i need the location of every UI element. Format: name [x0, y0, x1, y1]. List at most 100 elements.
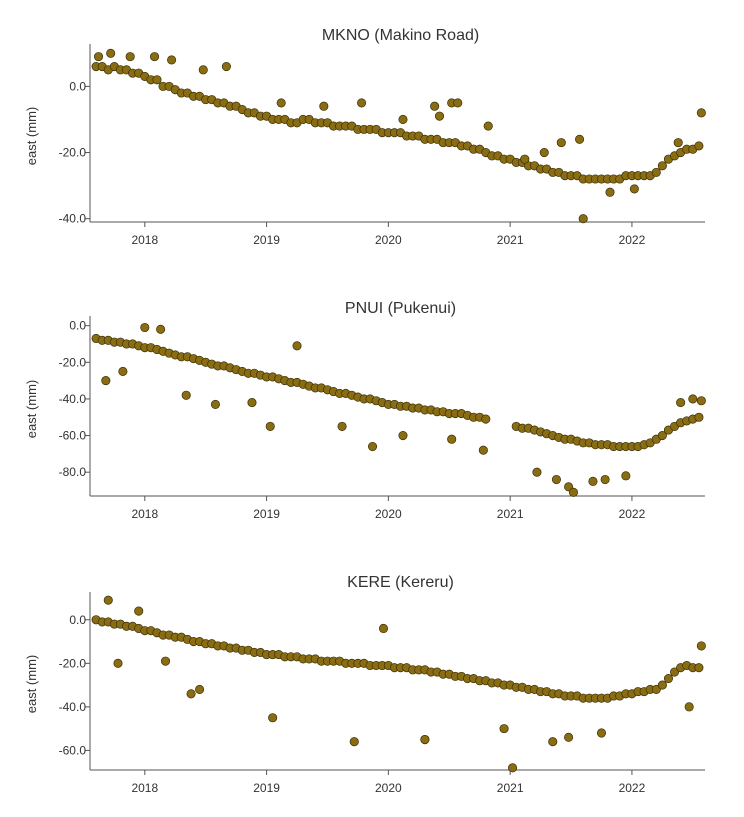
data-point [696, 396, 706, 406]
data-point [319, 101, 329, 111]
x-tick-label: 2019 [253, 507, 280, 521]
x-tick-label: 2022 [619, 507, 646, 521]
data-point [101, 376, 111, 386]
y-axis-label: east (mm) [24, 380, 39, 439]
data-point [149, 52, 160, 62]
chart-panel-0: MKNO (Makino Road) east (mm) 2018 2019 2020 2… [24, 27, 706, 247]
data-point [481, 414, 491, 424]
data-point [696, 108, 706, 118]
data-point [651, 684, 661, 694]
data-point [673, 138, 683, 148]
y-tick-label: 0.0 [69, 613, 86, 627]
y-tick-label: -60.0 [59, 743, 87, 757]
y-tick-label: 0.0 [69, 319, 86, 333]
data-point [398, 431, 408, 441]
data-point [676, 398, 686, 408]
y-tick-label: -60.0 [59, 429, 87, 443]
data-point [596, 728, 607, 738]
chart-title: MKNO (Makino Road) [322, 27, 479, 44]
y-tick-label: -20.0 [59, 355, 87, 369]
data-point [657, 161, 667, 171]
data-point [694, 663, 704, 673]
x-tick-label: 2022 [619, 781, 646, 795]
x-tick-label: 2022 [619, 233, 646, 247]
data-point [265, 421, 275, 431]
x-tick-label: 2020 [375, 781, 402, 795]
data-point [210, 399, 220, 409]
data-point [140, 322, 150, 333]
y-tick-label: -80.0 [59, 465, 87, 479]
data-point [276, 98, 286, 108]
data-point [156, 324, 166, 334]
y-tick-label: -40.0 [59, 212, 87, 226]
chart-panel-2: KERE (Kereru) east (mm) 2018 2019 2020 2021 20… [24, 574, 706, 795]
data-point [600, 474, 610, 485]
data-point [247, 398, 257, 408]
data-point [186, 689, 196, 699]
data-point [167, 55, 177, 65]
y-tick-label: 0.0 [69, 79, 86, 93]
data-point [483, 121, 493, 131]
data-point [152, 75, 162, 85]
x-tick-label: 2021 [497, 233, 524, 247]
data-point [478, 445, 488, 455]
data-point [575, 134, 585, 144]
data-point [688, 394, 698, 404]
x-tick-label: 2018 [131, 781, 158, 795]
chart-panel-1: PNUI (Pukenui) east (mm) 2018 2019 2020 2021 2… [24, 300, 706, 521]
data-point [508, 763, 518, 773]
data-point [588, 476, 598, 486]
y-axis-label: east (mm) [24, 107, 39, 166]
x-tick-label: 2019 [253, 233, 280, 247]
data-point [694, 141, 704, 151]
data-point [568, 487, 579, 497]
data-point [93, 52, 104, 62]
data-point [663, 674, 674, 684]
data-point [160, 656, 171, 666]
data-point [221, 61, 231, 72]
data-point [684, 702, 694, 712]
x-tick-label: 2019 [253, 781, 280, 795]
data-point [181, 390, 191, 400]
data-point [420, 734, 430, 745]
data-point [629, 184, 639, 194]
y-tick-label: -20.0 [59, 656, 87, 670]
data-point [134, 606, 144, 616]
x-tick-label: 2021 [497, 507, 524, 521]
data-point [268, 713, 278, 723]
data-point [539, 147, 549, 158]
data-point [605, 187, 615, 197]
data-point [520, 154, 530, 164]
y-tick-label: -40.0 [59, 700, 87, 714]
y-tick-label: -40.0 [59, 392, 87, 406]
data-point [651, 167, 661, 177]
data-point [621, 471, 631, 481]
data-point [349, 737, 359, 747]
chart-title: PNUI (Pukenui) [345, 300, 456, 317]
y-axis-label: east (mm) [24, 655, 39, 714]
data-point [195, 684, 205, 694]
data-point [367, 441, 378, 452]
data-point [564, 732, 574, 742]
data-point [378, 623, 389, 634]
data-point [548, 737, 558, 747]
data-point [657, 431, 667, 441]
data-point [430, 101, 440, 111]
data-point [578, 214, 588, 224]
data-point [657, 680, 667, 690]
data-point [103, 595, 113, 605]
data-point [556, 138, 566, 148]
data-point [447, 434, 457, 444]
data-point [670, 667, 680, 677]
x-tick-label: 2021 [497, 781, 524, 795]
data-point [357, 98, 367, 108]
data-point [434, 111, 445, 121]
data-point [499, 724, 509, 734]
data-point [125, 52, 135, 62]
data-point [198, 65, 208, 75]
chart-title: KERE (Kereru) [347, 574, 454, 591]
x-tick-label: 2018 [131, 233, 158, 247]
data-point [453, 98, 463, 108]
